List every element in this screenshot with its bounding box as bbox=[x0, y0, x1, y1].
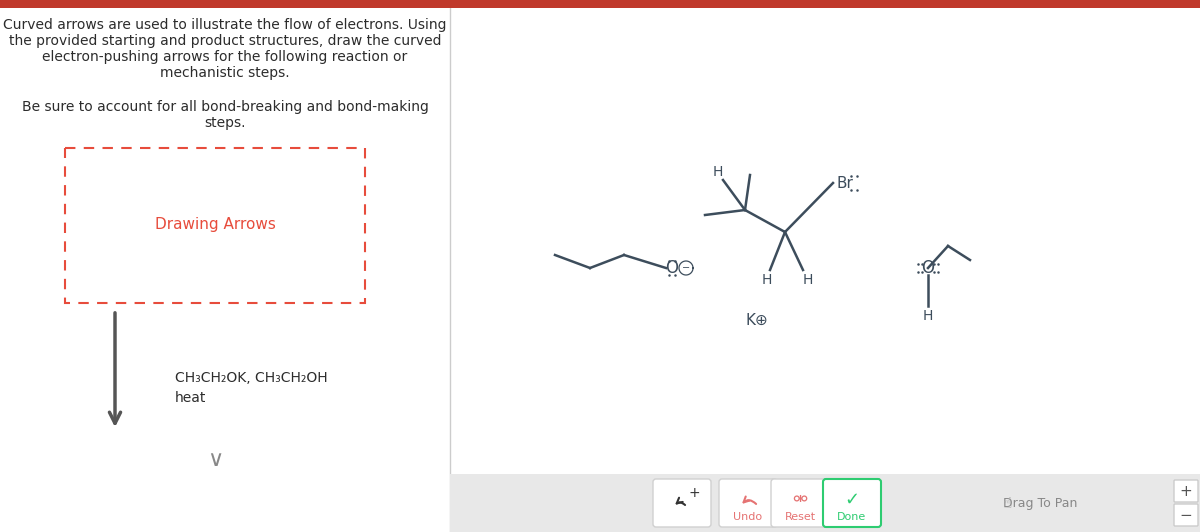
Text: CH₃CH₂OK, CH₃CH₂OH: CH₃CH₂OK, CH₃CH₂OH bbox=[175, 371, 328, 385]
FancyBboxPatch shape bbox=[719, 479, 778, 527]
FancyBboxPatch shape bbox=[65, 148, 365, 303]
Text: O: O bbox=[666, 259, 678, 277]
Text: Curved arrows are used to illustrate the flow of electrons. Using: Curved arrows are used to illustrate the… bbox=[4, 18, 446, 32]
FancyBboxPatch shape bbox=[0, 0, 1200, 8]
Text: +: + bbox=[1180, 484, 1193, 498]
FancyBboxPatch shape bbox=[450, 474, 1200, 532]
Text: +: + bbox=[688, 486, 700, 500]
FancyBboxPatch shape bbox=[653, 479, 710, 527]
Text: Undo: Undo bbox=[733, 512, 762, 522]
Text: the provided starting and product structures, draw the curved: the provided starting and product struct… bbox=[8, 34, 442, 48]
Text: ✓: ✓ bbox=[845, 491, 859, 509]
Text: ☝: ☝ bbox=[1002, 495, 1012, 511]
Text: −: − bbox=[1180, 508, 1193, 522]
Text: steps.: steps. bbox=[204, 116, 246, 130]
Text: ∨: ∨ bbox=[206, 450, 223, 470]
Text: H: H bbox=[923, 309, 934, 323]
Text: Drawing Arrows: Drawing Arrows bbox=[155, 218, 276, 232]
Text: Done: Done bbox=[838, 512, 866, 522]
FancyBboxPatch shape bbox=[772, 479, 829, 527]
Text: Reset: Reset bbox=[785, 512, 816, 522]
Text: K⊕: K⊕ bbox=[745, 312, 768, 328]
Text: H: H bbox=[803, 273, 814, 287]
FancyBboxPatch shape bbox=[1174, 504, 1198, 526]
Text: H: H bbox=[762, 273, 772, 287]
FancyBboxPatch shape bbox=[823, 479, 881, 527]
Text: −: − bbox=[682, 263, 690, 273]
Text: mechanistic steps.: mechanistic steps. bbox=[160, 66, 290, 80]
Text: Be sure to account for all bond-breaking and bond-making: Be sure to account for all bond-breaking… bbox=[22, 100, 428, 114]
FancyBboxPatch shape bbox=[1174, 480, 1198, 502]
Text: Drag To Pan: Drag To Pan bbox=[1003, 496, 1078, 510]
Text: O: O bbox=[922, 259, 935, 277]
Text: Br: Br bbox=[836, 176, 853, 190]
Text: heat: heat bbox=[175, 391, 206, 405]
Text: H: H bbox=[713, 165, 724, 179]
Text: ⚮: ⚮ bbox=[792, 491, 808, 509]
Text: electron-pushing arrows for the following reaction or: electron-pushing arrows for the followin… bbox=[42, 50, 408, 64]
